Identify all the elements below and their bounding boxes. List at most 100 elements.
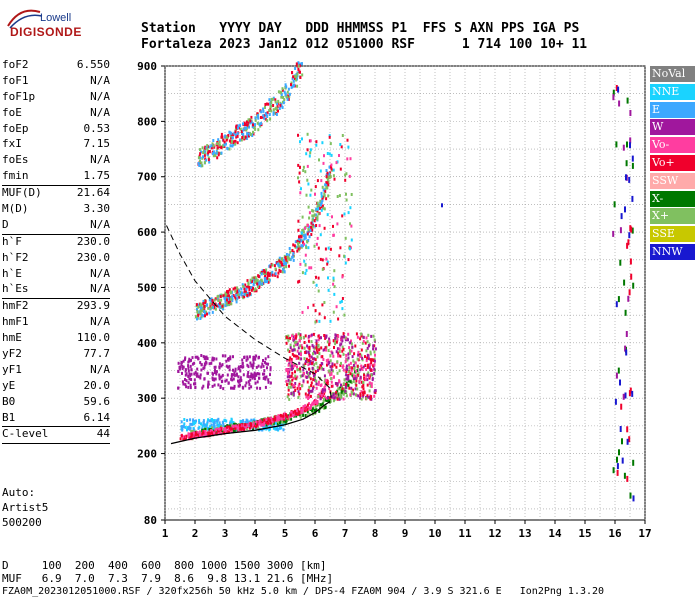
echo-point: [315, 275, 317, 279]
echo-point: [331, 215, 333, 219]
echo-point: [274, 100, 277, 104]
echo-point: [272, 108, 275, 112]
echo-point: [339, 363, 342, 367]
echo-point: [619, 379, 621, 386]
echo-point: [324, 395, 326, 399]
echo-point: [316, 369, 319, 372]
echo-point: [314, 370, 317, 374]
echo-point: [205, 158, 208, 162]
echo-point: [300, 187, 302, 191]
echo-point: [302, 405, 305, 409]
echo-point: [357, 358, 360, 362]
echo-point: [355, 379, 358, 383]
echo-point: [261, 115, 264, 119]
echo-point: [330, 368, 333, 372]
echo-point: [369, 362, 372, 366]
echo-point: [226, 302, 229, 306]
echo-point: [187, 432, 190, 436]
echo-point: [183, 437, 186, 441]
echo-point: [312, 214, 315, 218]
echo-point: [203, 153, 206, 157]
echo-point: [349, 341, 352, 345]
echo-point: [288, 374, 291, 378]
echo-point: [234, 297, 237, 301]
echo-point: [204, 312, 206, 316]
echo-point: [363, 391, 366, 395]
echo-point: [223, 418, 226, 422]
echo-point: [266, 425, 268, 429]
echo-point: [325, 169, 328, 172]
echo-point: [187, 374, 190, 378]
echo-point: [193, 378, 196, 382]
echo-point: [250, 422, 252, 426]
echo-point: [288, 253, 291, 257]
echo-point: [292, 83, 295, 87]
echo-point: [324, 190, 327, 194]
echo-point: [290, 85, 293, 89]
echo-point: [269, 381, 272, 385]
echo-point: [624, 206, 626, 213]
echo-point: [325, 399, 328, 402]
echo-point: [364, 377, 367, 381]
echo-point: [256, 380, 259, 384]
echo-point: [347, 352, 350, 356]
param-row: foF2 6.550: [2, 58, 110, 74]
echo-point: [307, 228, 310, 231]
echo-point: [316, 350, 319, 354]
echo-point: [230, 374, 233, 378]
x-tick-label: 13: [518, 527, 531, 540]
echo-point: [335, 161, 338, 165]
echo-point: [313, 244, 316, 248]
echo-point: [330, 395, 333, 399]
echo-point: [366, 353, 369, 357]
echo-point: [265, 418, 268, 421]
echo-point: [336, 347, 339, 351]
echo-point: [236, 134, 239, 138]
header-fields: Station YYYY DAY DDD HHMMSS P1 FFS S AXN…: [141, 21, 580, 36]
echo-point: [308, 367, 311, 371]
echo-point: [312, 352, 314, 356]
echo-point: [333, 285, 336, 289]
echo-point: [334, 339, 337, 343]
echo-point: [300, 344, 303, 348]
echo-point: [622, 144, 625, 151]
echo-point: [207, 380, 210, 384]
echo-point: [289, 413, 292, 417]
echo-point: [212, 419, 215, 423]
legend-item-w: W: [650, 119, 695, 136]
echo-point: [182, 435, 185, 439]
echo-point: [290, 411, 293, 414]
echo-point: [252, 286, 254, 290]
echo-point: [322, 206, 325, 210]
echo-point: [346, 375, 349, 378]
echo-point: [304, 409, 306, 413]
echo-point: [359, 368, 362, 372]
echo-point: [345, 377, 348, 381]
echo-point: [366, 356, 369, 360]
echo-point: [294, 77, 296, 80]
echo-point: [285, 419, 288, 423]
echo-point: [285, 379, 288, 383]
echo-point: [216, 304, 219, 308]
param-row: M(D) 3.30: [2, 202, 110, 218]
echo-point: [307, 182, 310, 186]
echo-point: [217, 153, 220, 157]
echo-point: [328, 172, 330, 176]
echo-point: [205, 355, 208, 359]
echo-point: [322, 399, 325, 403]
echo-point: [275, 108, 278, 112]
param-value: 44: [96, 427, 110, 441]
echo-point: [309, 193, 312, 197]
echo-point: [362, 365, 365, 369]
echo-point: [315, 361, 318, 365]
echo-point: [338, 379, 341, 383]
echo-point: [251, 279, 253, 283]
param-name: foF1p: [2, 89, 36, 103]
echo-point: [189, 418, 192, 422]
echo-point: [312, 303, 315, 307]
echo-point: [224, 291, 227, 295]
echo-point: [272, 426, 275, 430]
echo-point: [295, 357, 298, 360]
echo-point: [313, 350, 315, 354]
echo-point: [241, 426, 244, 430]
